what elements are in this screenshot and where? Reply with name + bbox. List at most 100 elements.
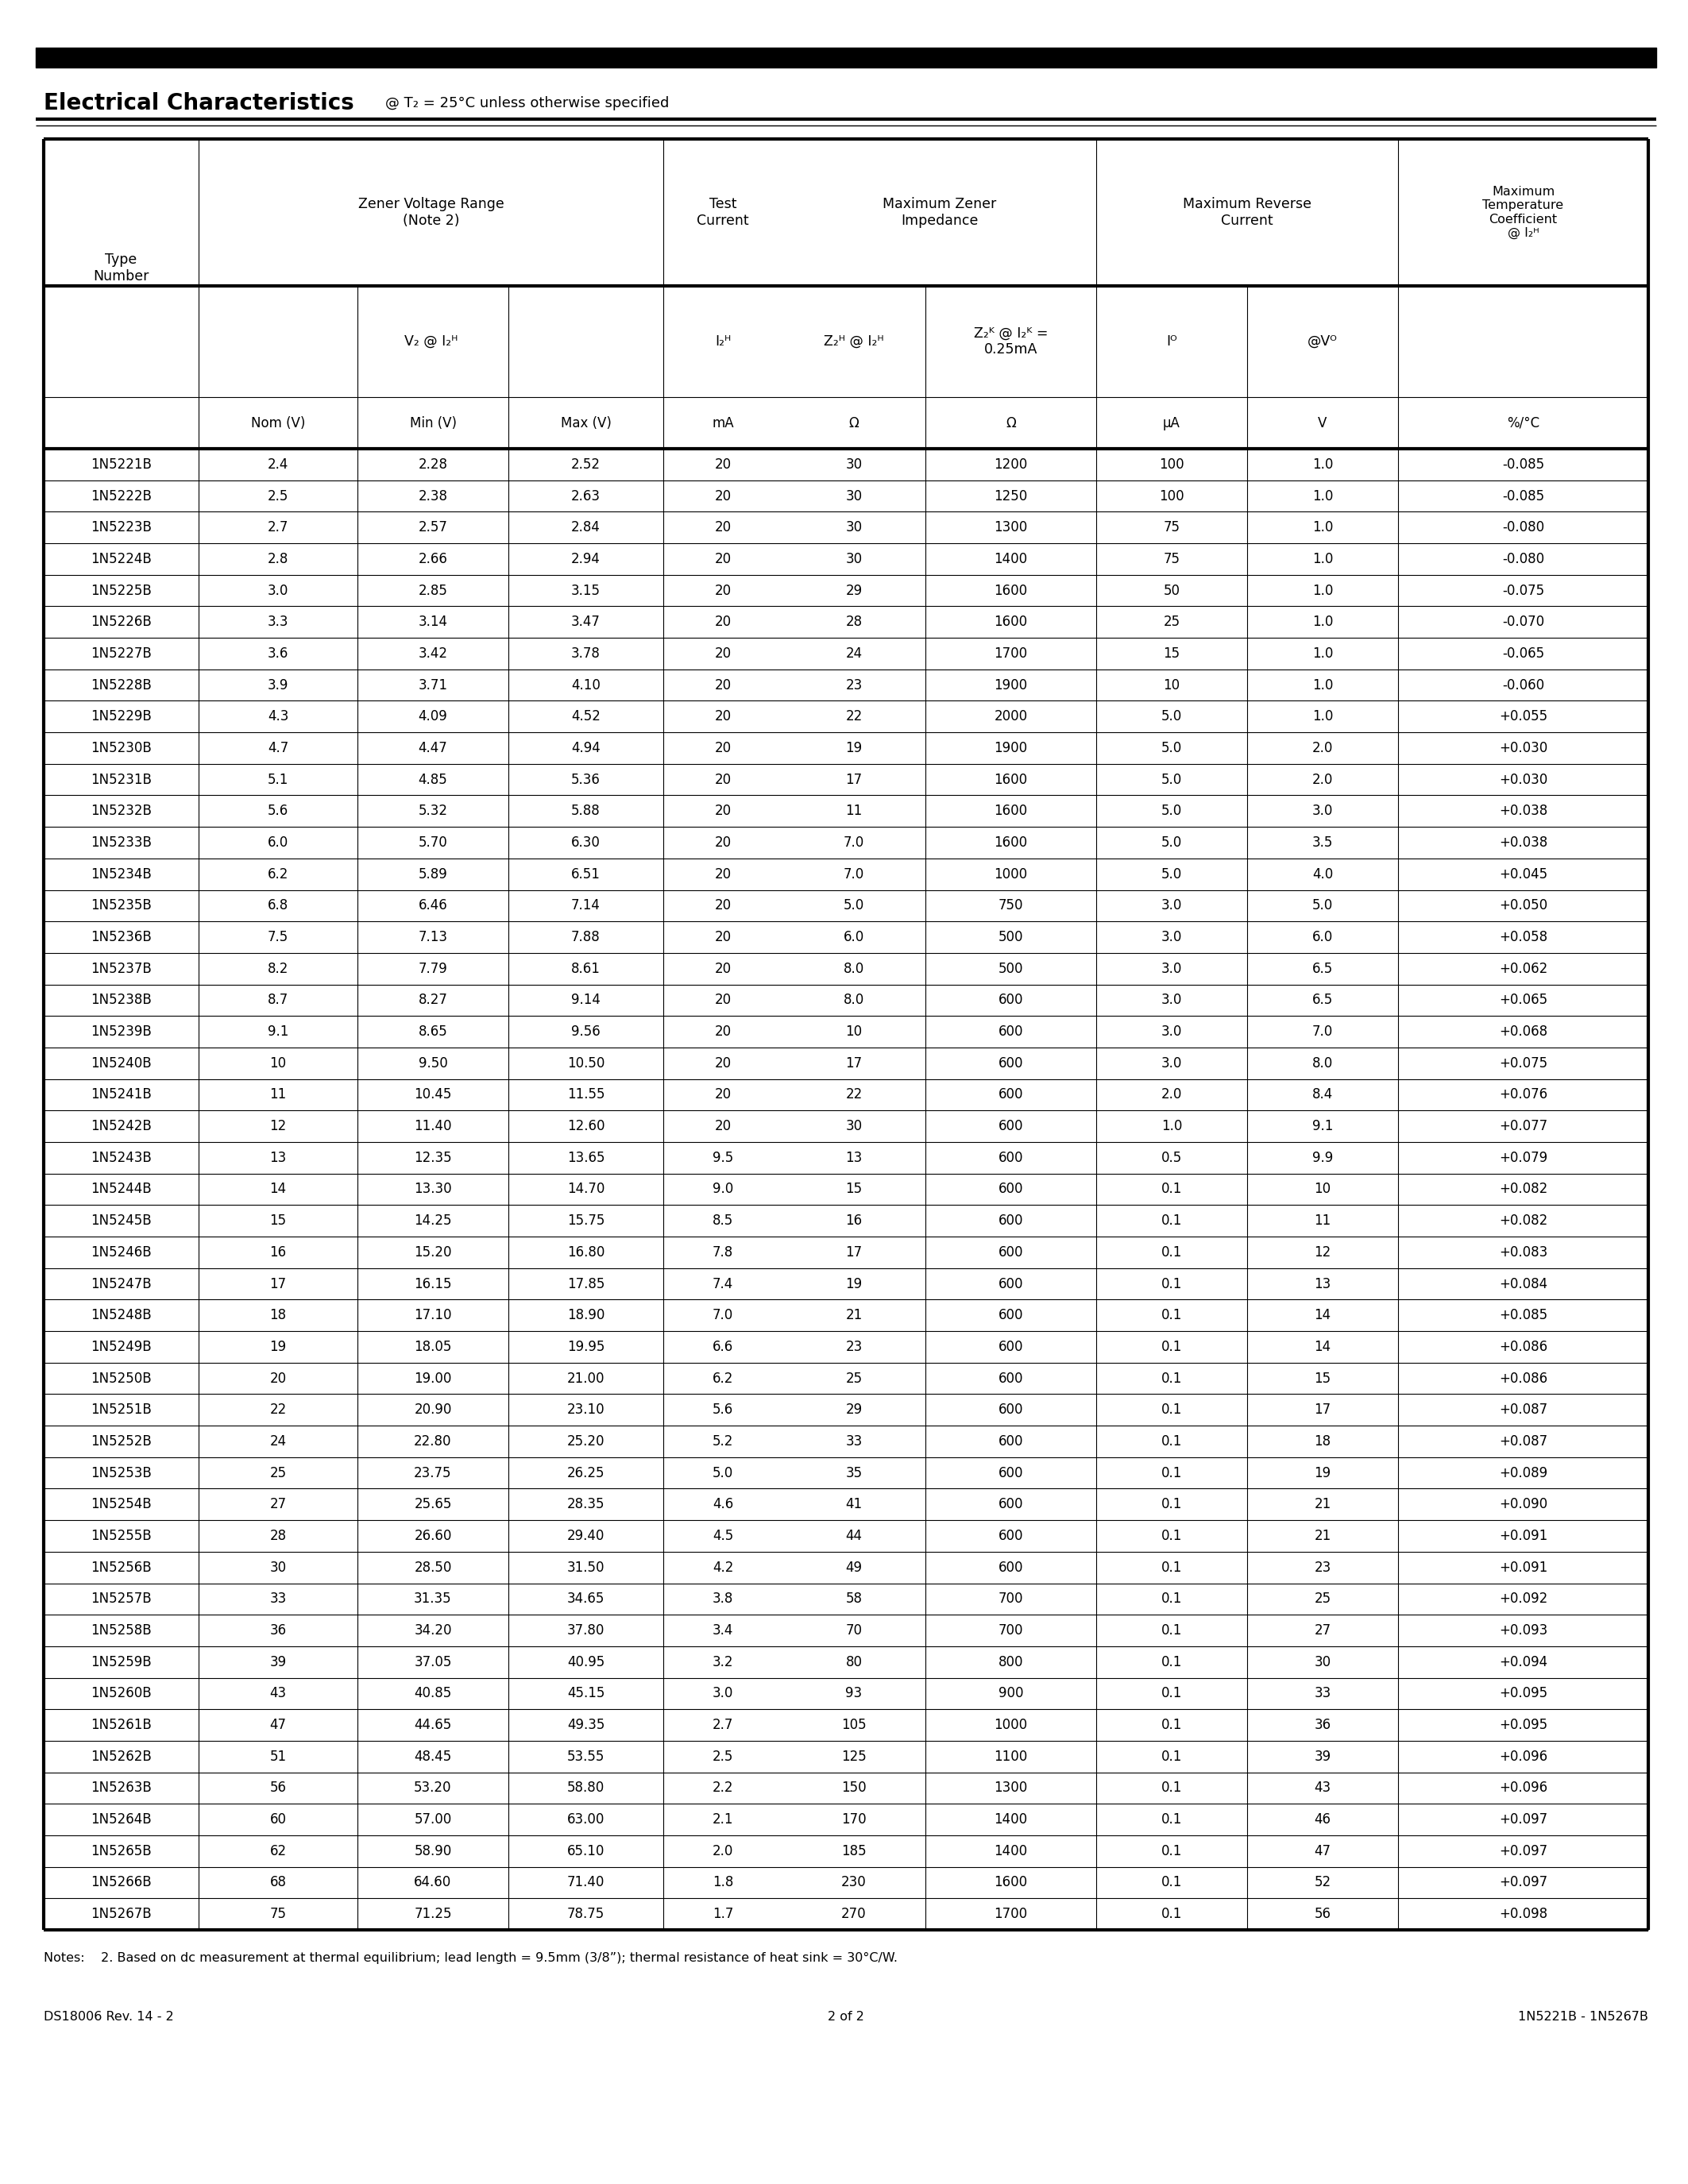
Text: μA: μA [1163,415,1180,430]
Text: 1N5246B: 1N5246B [91,1245,152,1260]
Text: +0.084: +0.084 [1499,1278,1548,1291]
Text: +0.082: +0.082 [1499,1182,1548,1197]
Text: +0.097: +0.097 [1499,1843,1548,1859]
Text: 13.30: 13.30 [414,1182,452,1197]
Text: 6.0: 6.0 [268,836,289,850]
Text: 6.30: 6.30 [571,836,601,850]
Text: 17: 17 [270,1278,287,1291]
Text: 600: 600 [998,1498,1023,1511]
Text: 5.2: 5.2 [712,1435,733,1448]
Text: 600: 600 [998,1024,1023,1040]
Text: 3.0: 3.0 [1161,930,1182,943]
Text: 65.10: 65.10 [567,1843,604,1859]
Text: 2.0: 2.0 [1312,773,1334,786]
Text: 71.40: 71.40 [567,1876,604,1889]
Text: 25: 25 [1163,616,1180,629]
Text: 3.0: 3.0 [712,1686,733,1701]
Text: 18: 18 [270,1308,287,1324]
Text: 600: 600 [998,1151,1023,1164]
Text: 6.0: 6.0 [844,930,864,943]
Text: 80: 80 [846,1655,863,1669]
Text: +0.045: +0.045 [1499,867,1548,882]
Text: 5.0: 5.0 [1312,898,1334,913]
Text: 75: 75 [1163,520,1180,535]
Text: -0.075: -0.075 [1502,583,1545,598]
Text: 5.1: 5.1 [267,773,289,786]
Text: 1250: 1250 [994,489,1028,502]
Text: 17: 17 [846,773,863,786]
Text: 9.0: 9.0 [712,1182,733,1197]
Text: 600: 600 [998,1339,1023,1354]
Text: 1N5266B: 1N5266B [91,1876,152,1889]
Text: 8.7: 8.7 [268,994,289,1007]
Text: 26.60: 26.60 [414,1529,452,1544]
Text: 2.2: 2.2 [712,1780,733,1795]
Text: 17: 17 [846,1245,863,1260]
Text: 8.2: 8.2 [267,961,289,976]
Text: 1N5260B: 1N5260B [91,1686,152,1701]
Text: 1600: 1600 [994,804,1028,819]
Text: 7.13: 7.13 [419,930,447,943]
Text: 1N5251B: 1N5251B [91,1402,152,1417]
Text: 0.1: 0.1 [1161,1559,1182,1575]
Text: 2.38: 2.38 [419,489,447,502]
Text: 64.60: 64.60 [414,1876,452,1889]
Text: 16.15: 16.15 [414,1278,452,1291]
Text: 0.1: 0.1 [1161,1465,1182,1481]
Text: 29.40: 29.40 [567,1529,604,1544]
Text: 23: 23 [846,677,863,692]
Text: +0.055: +0.055 [1499,710,1548,723]
Text: 51: 51 [270,1749,287,1765]
Text: 10: 10 [270,1057,287,1070]
Text: 2.5: 2.5 [712,1749,733,1765]
Text: 7.0: 7.0 [712,1308,733,1324]
Text: 1100: 1100 [994,1749,1028,1765]
Text: 8.65: 8.65 [419,1024,447,1040]
Text: 49.35: 49.35 [567,1719,604,1732]
Text: 53.55: 53.55 [567,1749,604,1765]
Text: 5.0: 5.0 [1161,836,1182,850]
Text: 45.15: 45.15 [567,1686,604,1701]
Text: 14.70: 14.70 [567,1182,604,1197]
Text: 1.0: 1.0 [1312,616,1334,629]
Text: 600: 600 [998,1088,1023,1103]
Text: 1N5226B: 1N5226B [91,616,152,629]
Text: 40.85: 40.85 [414,1686,452,1701]
Text: 20: 20 [714,930,731,943]
Text: 1N5238B: 1N5238B [91,994,152,1007]
Text: +0.038: +0.038 [1499,804,1548,819]
Text: 1N5237B: 1N5237B [91,961,152,976]
Text: 26.25: 26.25 [567,1465,604,1481]
Text: Maximum Zener
Impedance: Maximum Zener Impedance [883,197,996,227]
Text: 4.85: 4.85 [419,773,447,786]
Text: 600: 600 [998,1529,1023,1544]
Text: 1N5234B: 1N5234B [91,867,152,882]
Text: 8.0: 8.0 [844,994,864,1007]
Text: 3.6: 3.6 [267,646,289,662]
Text: I₂ᴴ: I₂ᴴ [714,334,731,349]
Text: 5.0: 5.0 [1161,773,1182,786]
Text: 6.5: 6.5 [1312,961,1334,976]
Text: 35: 35 [846,1465,863,1481]
Text: 14.25: 14.25 [414,1214,452,1227]
Text: 4.2: 4.2 [712,1559,733,1575]
Text: +0.097: +0.097 [1499,1876,1548,1889]
Text: 27: 27 [1315,1623,1330,1638]
Text: -0.080: -0.080 [1502,553,1545,566]
Text: 1000: 1000 [994,1719,1028,1732]
Text: +0.094: +0.094 [1499,1655,1548,1669]
Text: 13: 13 [270,1151,287,1164]
Text: 3.42: 3.42 [419,646,447,662]
Text: 30: 30 [846,489,863,502]
Text: 29: 29 [846,583,863,598]
Text: 20: 20 [714,1024,731,1040]
Text: 25.65: 25.65 [414,1498,452,1511]
Text: 3.0: 3.0 [1312,804,1334,819]
Text: 4.10: 4.10 [571,677,601,692]
Text: 60: 60 [270,1813,287,1826]
Text: 20: 20 [714,994,731,1007]
Text: +0.030: +0.030 [1499,773,1548,786]
Text: 4.0: 4.0 [1312,867,1334,882]
Text: 20: 20 [714,1057,731,1070]
Text: 20: 20 [714,1088,731,1103]
